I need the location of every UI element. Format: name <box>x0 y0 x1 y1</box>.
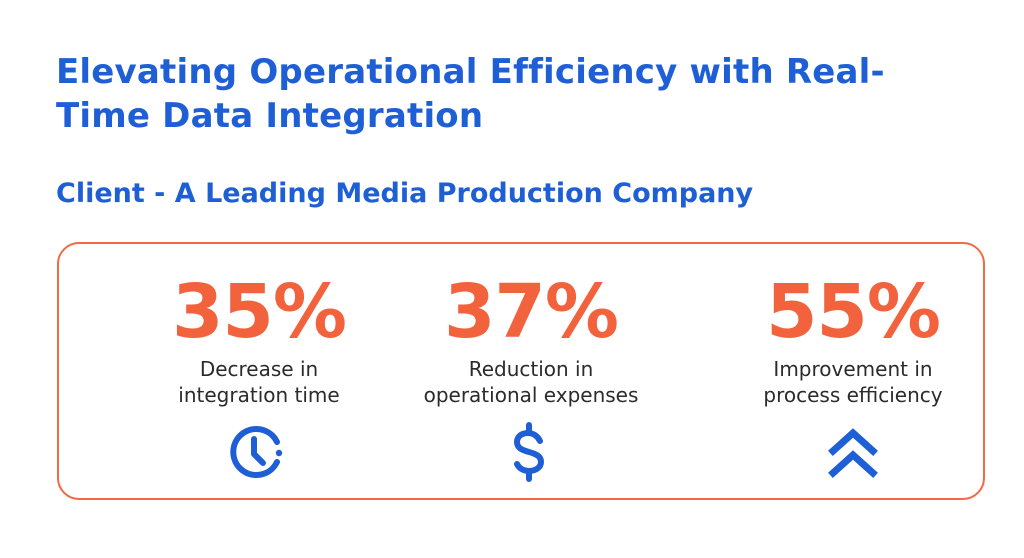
stats-card: 35% Decrease in integration time 37% Red… <box>57 242 985 500</box>
stat-label: Improvement in process efficiency <box>703 356 1003 408</box>
stat-label-line: integration time <box>178 383 340 407</box>
page-title: Elevating Operational Efficiency with Re… <box>56 52 885 136</box>
clock-icon <box>225 420 289 484</box>
stat-value: 55% <box>765 269 941 355</box>
stat-value: 35% <box>171 269 347 355</box>
stat-label-line: process efficiency <box>763 383 943 407</box>
stat-label-line: operational expenses <box>423 383 639 407</box>
stat-label-line: Decrease in <box>199 357 319 381</box>
stat-label: Reduction in operational expenses <box>381 356 681 408</box>
double-chevron-up-icon <box>821 420 885 484</box>
client-subtitle: Client - A Leading Media Production Comp… <box>56 178 754 209</box>
stat-label-line: Reduction in <box>468 357 594 381</box>
dollar-icon <box>497 420 561 484</box>
stat-label-line: Improvement in <box>773 357 933 381</box>
stat-label: Decrease in integration time <box>109 356 409 408</box>
stat-value: 37% <box>443 269 619 355</box>
